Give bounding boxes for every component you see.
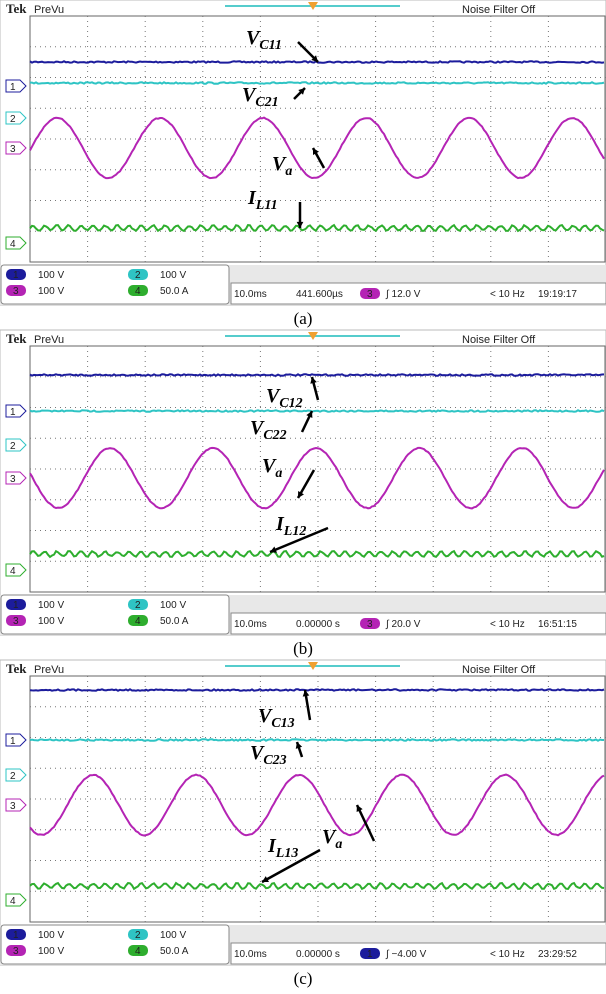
channel-scale: 50.0 A: [160, 616, 189, 627]
channel-number: 3: [13, 946, 19, 957]
scale-box: [1, 265, 229, 304]
channel-scale: 100 V: [160, 600, 186, 611]
mode: PreVu: [34, 334, 64, 346]
channel-number: 1: [13, 270, 19, 281]
channel-marker: 1: [10, 82, 16, 93]
trace-ch1: [30, 374, 604, 375]
trigger-level: ∫ 20.0 V: [385, 619, 421, 630]
channel-number: 3: [13, 286, 19, 297]
label-sub: C22: [263, 428, 286, 443]
timebase: 10.0ms: [234, 289, 267, 300]
brand: Tek: [6, 331, 27, 346]
label-sub: a: [285, 164, 292, 179]
frequency: < 10 Hz: [490, 289, 525, 300]
channel-marker: 4: [10, 896, 16, 907]
channel-number: 4: [135, 286, 141, 297]
channel-number: 4: [135, 616, 141, 627]
clock: 23:29:52: [538, 949, 577, 960]
channel-marker: 3: [10, 801, 16, 812]
scope-panel: TekPreVuNoise Filter Off1234VC11VC21VaIL…: [0, 0, 606, 328]
label-sub: a: [275, 466, 282, 481]
channel-scale: 50.0 A: [160, 946, 189, 957]
frequency: < 10 Hz: [490, 949, 525, 960]
channel-scale: 100 V: [38, 946, 64, 957]
trigger-channel: 1: [367, 949, 373, 960]
label-sub: C23: [263, 753, 286, 768]
channel-number: 2: [135, 930, 141, 941]
brand: Tek: [6, 661, 27, 676]
label-sub: C21: [255, 95, 278, 110]
position: 0.00000 s: [296, 949, 340, 960]
channel-scale: 100 V: [38, 616, 64, 627]
channel-marker: 1: [10, 407, 16, 418]
label-sub: L12: [283, 524, 307, 539]
filter: Noise Filter Off: [462, 4, 536, 16]
label-sub: L11: [255, 198, 278, 213]
filter: Noise Filter Off: [462, 664, 536, 676]
clock: 19:19:17: [538, 289, 577, 300]
channel-marker: 2: [10, 771, 16, 782]
label-sub: C12: [279, 396, 302, 411]
channel-scale: 100 V: [38, 600, 64, 611]
trigger-level: ∫ 12.0 V: [385, 289, 421, 300]
scale-box: [1, 925, 229, 964]
channel-marker: 2: [10, 441, 16, 452]
channel-scale: 100 V: [160, 930, 186, 941]
trigger-level: ∫ −4.00 V: [385, 949, 427, 960]
channel-number: 1: [13, 930, 19, 941]
frequency: < 10 Hz: [490, 619, 525, 630]
trace-ch2: [30, 82, 604, 83]
channel-marker: 2: [10, 114, 16, 125]
channel-number: 2: [135, 270, 141, 281]
channel-marker: 3: [10, 144, 16, 155]
channel-scale: 100 V: [160, 270, 186, 281]
position: 441.600µs: [296, 289, 343, 300]
channel-marker: 4: [10, 239, 16, 250]
scope-panel: TekPreVuNoise Filter Off1234VC12VC22VaIL…: [0, 330, 606, 658]
caption: (b): [293, 639, 313, 658]
brand: Tek: [6, 1, 27, 16]
channel-scale: 100 V: [38, 286, 64, 297]
mode: PreVu: [34, 664, 64, 676]
channel-scale: 100 V: [38, 270, 64, 281]
position: 0.00000 s: [296, 619, 340, 630]
trace-ch2: [30, 739, 604, 740]
timebase: 10.0ms: [234, 619, 267, 630]
caption: (a): [294, 309, 313, 328]
channel-number: 3: [13, 616, 19, 627]
trigger-channel: 3: [367, 619, 373, 630]
label-sub: a: [335, 837, 342, 852]
clock: 16:51:15: [538, 619, 577, 630]
channel-scale: 100 V: [38, 930, 64, 941]
channel-number: 4: [135, 946, 141, 957]
channel-marker: 3: [10, 474, 16, 485]
figure: TekPreVuNoise Filter Off1234VC11VC21VaIL…: [0, 0, 606, 994]
timebase: 10.0ms: [234, 949, 267, 960]
scale-box: [1, 595, 229, 634]
channel-scale: 50.0 A: [160, 286, 189, 297]
label-sub: C11: [259, 38, 282, 53]
channel-marker: 4: [10, 566, 16, 577]
channel-marker: 1: [10, 736, 16, 747]
label-sub: C13: [271, 716, 294, 731]
caption: (c): [294, 969, 313, 988]
mode: PreVu: [34, 4, 64, 16]
label-sub: L13: [275, 846, 299, 861]
channel-number: 2: [135, 600, 141, 611]
filter: Noise Filter Off: [462, 334, 536, 346]
trigger-channel: 3: [367, 289, 373, 300]
channel-number: 1: [13, 600, 19, 611]
screen: [0, 660, 606, 965]
